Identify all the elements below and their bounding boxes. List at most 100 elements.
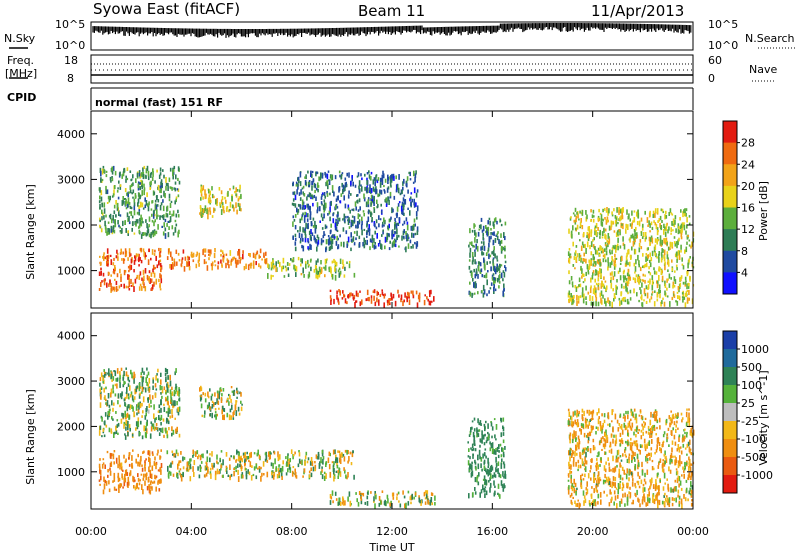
heatmap-cell: [155, 388, 158, 391]
heatmap-cell: [652, 494, 654, 499]
heatmap-cell: [149, 489, 152, 495]
heatmap-cell: [366, 223, 368, 228]
heatmap-cell: [571, 439, 574, 444]
heatmap-cell: [385, 203, 388, 207]
heatmap-cell: [171, 426, 173, 432]
heatmap-cell: [665, 224, 668, 228]
heatmap-cell: [585, 271, 587, 277]
heatmap-cell: [361, 216, 363, 221]
heatmap-cell: [148, 233, 151, 238]
heatmap-cell: [130, 258, 133, 264]
heatmap-cell: [215, 413, 217, 420]
heatmap-cell: [413, 198, 415, 203]
heatmap-cell: [122, 258, 125, 264]
heatmap-cell: [216, 460, 218, 464]
heatmap-cell: [468, 244, 470, 248]
heatmap-cell: [476, 427, 478, 434]
heatmap-cell: [504, 254, 506, 259]
heatmap-cell: [287, 463, 289, 467]
heatmap-cell: [166, 386, 169, 393]
heatmap-cell: [627, 291, 629, 295]
heatmap-cell: [294, 194, 297, 201]
heatmap-cell: [609, 445, 611, 448]
heatmap-cell: [504, 473, 507, 479]
heatmap-cell: [468, 265, 471, 270]
heatmap-cell: [116, 383, 118, 389]
heatmap-cell: [171, 213, 173, 217]
heatmap-cell: [646, 292, 649, 299]
heatmap-cell: [184, 256, 187, 261]
heatmap-cell: [580, 482, 582, 488]
heatmap-cell: [276, 473, 279, 479]
heatmap-cell: [468, 468, 471, 472]
heatmap-cell: [164, 218, 167, 223]
heatmap-cell: [316, 202, 319, 208]
heatmap-cell: [680, 450, 683, 455]
heatmap-cell: [308, 182, 310, 185]
heatmap-cell: [375, 186, 377, 190]
heatmap-cell: [595, 288, 597, 293]
heatmap-cell: [670, 227, 672, 232]
heatmap-cell: [574, 214, 576, 217]
heatmap-cell: [649, 237, 652, 242]
heatmap-cell: [123, 168, 125, 174]
heatmap-cell: [138, 482, 141, 486]
heatmap-cell: [654, 415, 656, 422]
heatmap-cell: [209, 253, 211, 257]
heatmap-cell: [499, 263, 501, 268]
heatmap-cell: [351, 208, 353, 211]
heatmap-cell: [123, 480, 126, 487]
heatmap-cell: [582, 490, 585, 496]
heatmap-cell: [647, 497, 649, 502]
heatmap-cell: [623, 244, 626, 250]
heatmap-cell: [310, 229, 312, 234]
heatmap-cell: [333, 191, 335, 197]
heatmap-cell: [112, 376, 115, 381]
heatmap-cell: [178, 180, 181, 185]
heatmap-cell: [652, 467, 655, 471]
heatmap-cell: [386, 232, 388, 239]
heatmap-cell: [186, 461, 189, 468]
heatmap-cell: [371, 240, 373, 243]
heatmap-cell: [128, 215, 130, 221]
nave-label: Nave: [749, 63, 777, 76]
heatmap-cell: [307, 238, 309, 243]
heatmap-cell: [624, 296, 626, 299]
heatmap-cell: [680, 244, 682, 250]
heatmap-cell: [244, 458, 246, 462]
heatmap-cell: [412, 290, 414, 296]
heatmap-cell: [612, 438, 614, 444]
heatmap-cell: [160, 372, 162, 377]
heatmap-cell: [355, 224, 357, 229]
heatmap-cell: [303, 219, 306, 223]
heatmap-cell: [123, 380, 125, 385]
heatmap-cell: [128, 252, 131, 258]
heatmap-cell: [110, 225, 113, 231]
heatmap-cell: [671, 414, 674, 420]
heatmap-cell: [568, 450, 570, 456]
heatmap-cell: [110, 180, 112, 183]
heatmap-cell: [678, 495, 681, 500]
heatmap-cell: [140, 372, 143, 376]
heatmap-cell: [154, 418, 156, 423]
heatmap-cell: [368, 231, 371, 236]
heatmap-cell: [576, 294, 578, 301]
heatmap-cell: [679, 455, 681, 461]
heatmap-cell: [608, 449, 611, 453]
heatmap-cell: [142, 248, 145, 252]
heatmap-cell: [307, 265, 310, 268]
heatmap-cell: [503, 461, 505, 465]
heatmap-cell: [597, 259, 600, 262]
heatmap-cell: [650, 221, 653, 226]
heatmap-cell: [306, 218, 309, 222]
heatmap-cell: [489, 254, 492, 258]
heatmap-cell: [644, 237, 647, 242]
heatmap-cell: [329, 500, 332, 505]
heatmap-cell: [270, 452, 272, 455]
heatmap-cell: [574, 436, 576, 440]
heatmap-cell: [624, 416, 626, 422]
heatmap-cell: [291, 259, 294, 263]
heatmap-cell: [629, 223, 632, 227]
heatmap-cell: [288, 464, 291, 470]
heatmap-cell: [361, 220, 363, 226]
